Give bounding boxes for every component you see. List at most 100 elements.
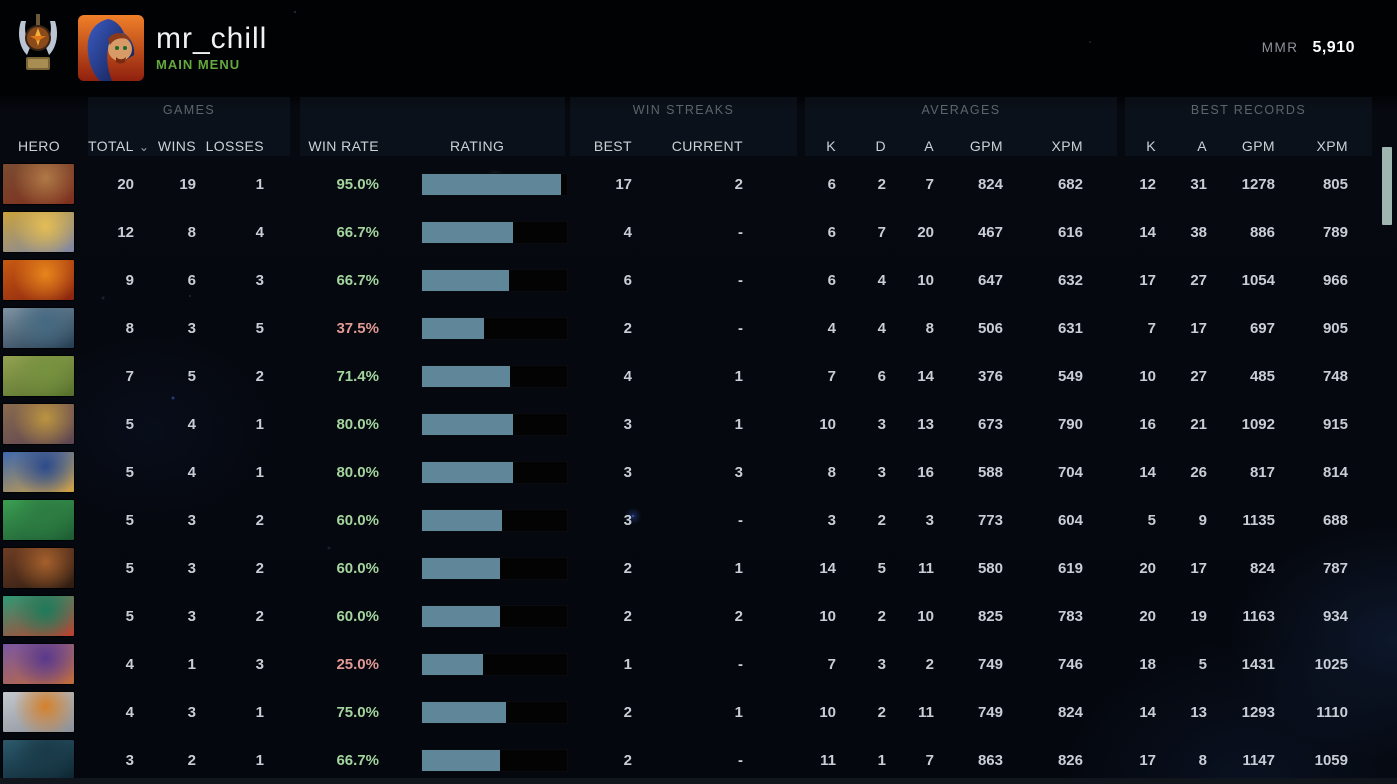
column-header-avg-k[interactable]: K <box>826 138 836 154</box>
hero-cell <box>0 212 88 252</box>
avg-d-cell: 4 <box>877 271 886 289</box>
column-header-total[interactable]: TOTAL ⌄ <box>88 138 149 154</box>
avg-k-cell: 6 <box>827 175 836 193</box>
avg-d-cell: 3 <box>877 463 886 481</box>
column-header-avg-gpm[interactable]: GPM <box>969 138 1003 154</box>
column-header-rating[interactable]: RATING <box>450 138 505 154</box>
avg-k-cell: 10 <box>819 703 836 721</box>
table-row[interactable]: 5 4 1 80.0% 3 3 8 3 16 588 704 14 26 817… <box>0 448 1397 496</box>
hero-portrait[interactable] <box>3 548 74 588</box>
streak-best-cell: 4 <box>623 223 632 241</box>
avg-gpm-cell: 863 <box>977 751 1003 769</box>
best-k-cell: 14 <box>1139 463 1156 481</box>
best-xpm-cell: 934 <box>1322 607 1348 625</box>
games-group-label: GAMES <box>162 103 216 117</box>
hero-portrait[interactable] <box>3 740 74 780</box>
table-row[interactable]: 9 6 3 66.7% 6 - 6 4 10 647 632 17 27 105… <box>0 256 1397 304</box>
column-header-best-k[interactable]: K <box>1146 138 1156 154</box>
best-a-cell: 17 <box>1190 319 1207 337</box>
mmr-label: MMR <box>1261 39 1299 55</box>
hero-portrait[interactable] <box>3 308 74 348</box>
scrollbar-thumb[interactable] <box>1382 147 1392 225</box>
best-gpm-cell: 1147 <box>1242 751 1275 769</box>
column-header-best-gpm[interactable]: GPM <box>1241 138 1275 154</box>
wins-cell: 2 <box>187 751 196 769</box>
rating-cell <box>383 605 575 627</box>
column-header-losses[interactable]: LOSSES <box>205 138 264 154</box>
column-header-avg-a[interactable]: A <box>924 138 934 154</box>
avatar[interactable] <box>78 14 144 81</box>
avg-a-cell: 20 <box>917 223 934 241</box>
best-a-cell: 21 <box>1190 415 1207 433</box>
table-row[interactable]: 12 8 4 66.7% 4 - 6 7 20 467 616 14 38 88… <box>0 208 1397 256</box>
column-header-best-a[interactable]: A <box>1197 138 1207 154</box>
rating-bar-fill <box>422 509 502 531</box>
best-xpm-cell: 1059 <box>1314 751 1348 769</box>
hero-portrait[interactable] <box>3 500 74 540</box>
best-a-cell: 27 <box>1190 271 1207 289</box>
best-k-cell: 16 <box>1139 415 1156 433</box>
column-header-avg-d[interactable]: D <box>875 138 886 154</box>
avg-d-cell: 5 <box>877 559 886 577</box>
hero-portrait[interactable] <box>3 260 74 300</box>
streak-best-cell: 2 <box>623 319 632 337</box>
best-gpm-cell: 1054 <box>1241 271 1275 289</box>
best-xpm-cell: 1025 <box>1314 655 1348 673</box>
column-header-wins[interactable]: WINS <box>157 138 196 154</box>
column-header-streak-current[interactable]: CURRENT <box>671 138 743 154</box>
table-row[interactable]: 4 3 1 75.0% 2 1 10 2 11 749 824 14 13 12… <box>0 688 1397 736</box>
win-rate-cell: 25.0% <box>336 655 379 673</box>
avg-xpm-cell: 826 <box>1057 751 1083 769</box>
avg-d-cell: 2 <box>877 703 886 721</box>
column-header-best-xpm[interactable]: XPM <box>1316 138 1348 154</box>
hero-portrait[interactable] <box>3 644 74 684</box>
table-row[interactable]: 5 4 1 80.0% 3 1 10 3 13 673 790 16 21 10… <box>0 400 1397 448</box>
best-gpm-cell: 1092 <box>1241 415 1275 433</box>
hero-portrait[interactable] <box>3 212 74 252</box>
avg-k-cell: 10 <box>819 607 836 625</box>
table-row[interactable]: 5 3 2 60.0% 2 1 14 5 11 580 619 20 17 82… <box>0 544 1397 592</box>
hero-portrait[interactable] <box>3 356 74 396</box>
streak-best-cell: 4 <box>623 367 632 385</box>
hero-cell <box>0 548 88 588</box>
column-header-avg-xpm[interactable]: XPM <box>1051 138 1083 154</box>
hero-portrait[interactable] <box>3 404 74 444</box>
rating-bar-fill <box>422 605 501 627</box>
hero-portrait[interactable] <box>3 596 74 636</box>
win-rate-cell: 80.0% <box>336 463 379 481</box>
hero-portrait[interactable] <box>3 692 74 732</box>
total-cell: 9 <box>125 271 134 289</box>
column-header-win-rate[interactable]: WIN RATE <box>308 138 379 154</box>
best-a-cell: 31 <box>1190 175 1207 193</box>
main-menu-label[interactable]: MAIN MENU <box>156 56 241 72</box>
table-row[interactable]: 5 3 2 60.0% 3 - 3 2 3 773 604 5 9 1135 6… <box>0 496 1397 544</box>
table-row[interactable]: 3 2 1 66.7% 2 - 11 1 7 863 826 17 8 1147… <box>0 736 1397 784</box>
streak-current-cell: - <box>738 751 743 769</box>
avg-a-cell: 3 <box>925 511 934 529</box>
rating-cell <box>383 557 575 579</box>
hero-portrait[interactable] <box>3 452 74 492</box>
column-header-total-label: TOTAL <box>88 138 134 154</box>
hero-portrait[interactable] <box>3 164 74 204</box>
column-header-streak-best[interactable]: BEST <box>593 138 632 154</box>
username: mr_chill <box>156 21 268 55</box>
table-row[interactable]: 8 3 5 37.5% 2 - 4 4 8 506 631 7 17 697 9… <box>0 304 1397 352</box>
wins-cell: 3 <box>187 319 196 337</box>
avg-d-cell: 2 <box>877 511 886 529</box>
column-header-hero[interactable]: HERO <box>18 138 61 154</box>
best-a-cell: 19 <box>1190 607 1207 625</box>
table-row[interactable]: 20 19 1 95.0% 17 2 6 2 7 824 682 12 31 1… <box>0 160 1397 208</box>
total-cell: 5 <box>125 463 134 481</box>
table-row[interactable]: 5 3 2 60.0% 2 2 10 2 10 825 783 20 19 11… <box>0 592 1397 640</box>
avg-k-cell: 6 <box>827 223 836 241</box>
streak-current-cell: - <box>738 655 743 673</box>
wins-cell: 3 <box>187 607 196 625</box>
rating-bar <box>422 365 567 387</box>
total-cell: 5 <box>125 415 134 433</box>
mmr-block: MMR 5,910 <box>1262 39 1355 57</box>
win-rate-cell: 80.0% <box>336 415 379 433</box>
table-row[interactable]: 7 5 2 71.4% 4 1 7 6 14 376 549 10 27 485… <box>0 352 1397 400</box>
hero-cell <box>0 404 88 444</box>
rating-cell <box>383 701 575 723</box>
table-row[interactable]: 4 1 3 25.0% 1 - 7 3 2 749 746 18 5 1431 … <box>0 640 1397 688</box>
